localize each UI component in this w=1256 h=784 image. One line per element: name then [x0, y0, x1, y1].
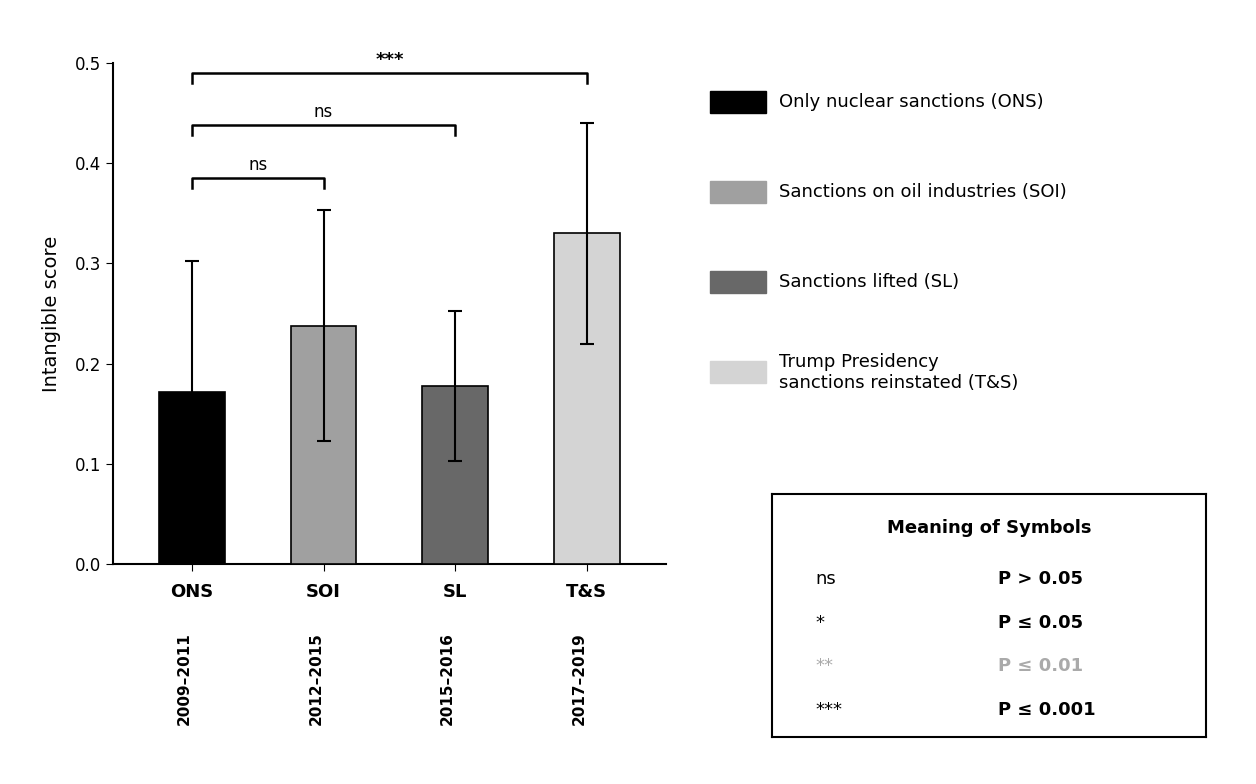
Text: 2017–2019: 2017–2019	[571, 632, 587, 725]
Bar	[160, 392, 225, 564]
Text: Trump Presidency
sanctions reinstated (T&S): Trump Presidency sanctions reinstated (T…	[779, 353, 1019, 392]
Text: Sanctions lifted (SL): Sanctions lifted (SL)	[779, 274, 958, 291]
Bar	[422, 386, 489, 564]
Text: 2012–2015: 2012–2015	[309, 632, 324, 725]
Text: ns: ns	[249, 156, 268, 174]
Text: ***: ***	[816, 701, 843, 719]
Text: Only nuclear sanctions (ONS): Only nuclear sanctions (ONS)	[779, 93, 1044, 111]
Text: P ≤ 0.01: P ≤ 0.01	[997, 658, 1083, 676]
Text: ***: ***	[376, 51, 403, 69]
Text: P ≤ 0.001: P ≤ 0.001	[997, 701, 1095, 719]
Text: *: *	[816, 614, 825, 632]
Text: **: **	[816, 658, 834, 676]
Text: Sanctions on oil industries (SOI): Sanctions on oil industries (SOI)	[779, 183, 1066, 201]
Bar	[290, 325, 357, 564]
Text: Meaning of Symbols: Meaning of Symbols	[887, 519, 1091, 537]
Text: 2009–2011: 2009–2011	[177, 632, 192, 725]
Text: ns: ns	[816, 570, 836, 588]
Bar	[554, 234, 619, 564]
Text: 2015–2016: 2015–2016	[440, 632, 455, 725]
Text: ns: ns	[314, 103, 333, 121]
Y-axis label: Intangible score: Intangible score	[41, 235, 62, 392]
Text: P ≤ 0.05: P ≤ 0.05	[997, 614, 1083, 632]
Text: P > 0.05: P > 0.05	[997, 570, 1083, 588]
